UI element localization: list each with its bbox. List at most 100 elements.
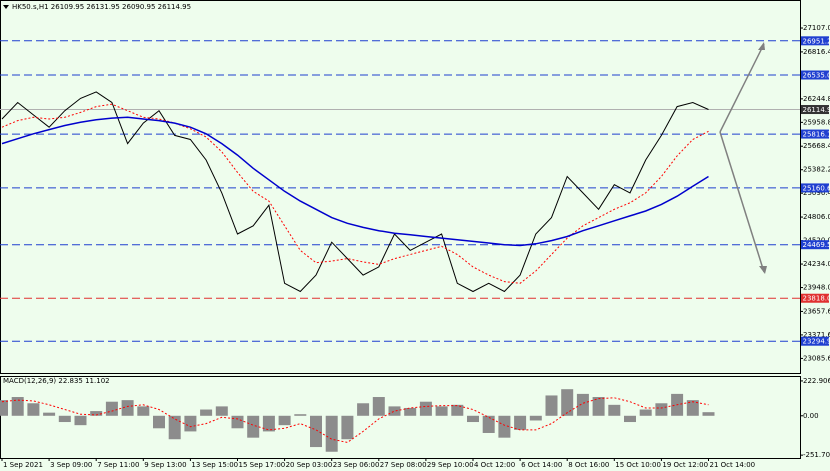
level-tag <box>801 240 829 250</box>
x-tick-label: 15 Oct 10:00 <box>615 461 661 469</box>
macd-bar <box>624 415 636 423</box>
macd-bar <box>341 415 354 440</box>
macd-bar <box>655 403 668 416</box>
level-tag <box>801 105 829 115</box>
macd-bar <box>310 415 322 448</box>
level-tag-label: 24469.58 <box>803 241 830 249</box>
macd-bar <box>467 415 479 423</box>
x-tick-label: 29 Sep 10:00 <box>427 461 474 469</box>
y-tick-label: 25958.80 <box>803 118 830 126</box>
macd-bar <box>200 409 213 416</box>
macd-bar <box>43 412 56 416</box>
level-tag <box>801 129 829 139</box>
macd-bar <box>262 415 275 432</box>
macd-bar <box>58 415 71 423</box>
x-tick-label: 9 Sep 13:00 <box>144 461 186 469</box>
x-tick-label: 7 Sep 11:00 <box>97 461 139 469</box>
macd-bar <box>498 415 511 438</box>
macd-bar <box>153 415 165 429</box>
macd-bar <box>74 415 87 426</box>
macd-bar <box>121 400 134 416</box>
macd-bar <box>639 409 652 416</box>
macd-bar <box>419 401 432 416</box>
y-tick-label: 25096.40 <box>803 189 830 197</box>
macd-header: MACD(12,26,9) 22.835 11.102 <box>3 377 110 385</box>
level-tag-label: 26951.26 <box>803 37 830 45</box>
macd-bar <box>404 407 417 416</box>
arrow-down-head <box>759 266 767 274</box>
x-tick-label: 19 Oct 12:00 <box>662 461 708 469</box>
y-tick-label: 27107.00 <box>803 24 830 32</box>
x-tick-label: 6 Oct 14:00 <box>521 461 562 469</box>
macd-tick-label: 0.00 <box>803 412 819 420</box>
level-tag-label: 23294.97 <box>803 338 830 346</box>
level-tag-label: 23818.00 <box>803 295 830 303</box>
macd-bar <box>435 406 448 416</box>
macd-bar <box>702 412 715 416</box>
macd-bar <box>561 389 574 416</box>
y-tick-label: 24234.00 <box>803 260 830 268</box>
menu-arrow[interactable] <box>3 5 9 9</box>
y-tick-label: 23371.60 <box>803 331 830 339</box>
macd-tick-label: 222.906 <box>803 377 830 385</box>
macd-bar <box>231 415 244 429</box>
macd-bar <box>545 395 558 416</box>
macd-bar <box>592 397 605 416</box>
macd-bar <box>184 415 197 432</box>
macd-bar <box>514 415 527 430</box>
level-tag-label: 26535.00 <box>803 72 830 80</box>
price-line <box>1 91 709 293</box>
level-tag-label: 25816.19 <box>803 131 830 139</box>
macd-bar <box>278 415 291 426</box>
y-tick-label: 25382.20 <box>803 166 830 174</box>
macd-bar <box>388 406 401 416</box>
x-tick-label: 1 Sep 2021 <box>3 461 43 469</box>
level-tag <box>801 336 829 346</box>
y-tick-label: 23948.00 <box>803 284 830 292</box>
macd-signal <box>1 397 709 443</box>
macd-bar <box>27 403 40 416</box>
macd-panel <box>0 376 801 459</box>
arrow-up <box>719 43 765 133</box>
macd-bar <box>90 411 103 416</box>
macd-bar <box>325 415 338 452</box>
x-tick-label: 4 Oct 12:00 <box>474 461 515 469</box>
x-tick-label: 21 Oct 14:00 <box>710 461 756 469</box>
arrow-up-head <box>758 42 765 50</box>
macd-bar <box>247 415 260 438</box>
y-tick-label: 23085.60 <box>803 354 830 362</box>
y-tick-label: 26244.80 <box>803 95 830 103</box>
y-tick-label: 25668.40 <box>803 142 830 150</box>
x-tick-label: 8 Oct 16:00 <box>568 461 609 469</box>
level-tag <box>801 70 829 80</box>
y-tick-label: 26816.40 <box>803 48 830 56</box>
x-tick-label: 20 Sep 03:00 <box>286 461 333 469</box>
level-tag <box>801 293 829 303</box>
macd-bar <box>357 403 370 416</box>
y-tick-label: 24806.00 <box>803 213 830 221</box>
macd-bar <box>0 400 8 416</box>
arrow-down <box>719 131 765 273</box>
level-tag <box>801 36 829 46</box>
x-tick-label: 3 Sep 09:00 <box>50 461 92 469</box>
macd-bar <box>686 400 699 416</box>
chart-layer: 27107.00 26816.40 26244.80 25958.80 25668.40… <box>0 24 830 469</box>
macd-bar <box>608 404 621 416</box>
level-tag <box>801 183 829 193</box>
x-tick-label: 27 Sep 08:00 <box>380 461 427 469</box>
macd-bar <box>294 414 307 416</box>
macd-bar <box>11 397 24 416</box>
x-tick-label: 23 Sep 06:00 <box>333 461 380 469</box>
macd-bar <box>576 393 589 416</box>
macd-bar <box>137 406 150 416</box>
macd-bar <box>451 404 464 416</box>
level-tag-label: 26114.95 <box>803 106 830 114</box>
macd-bar <box>529 415 542 421</box>
price-panel <box>0 0 801 374</box>
x-tick-label: 13 Sep 15:00 <box>191 461 238 469</box>
x-tick-label: 15 Sep 17:00 <box>239 461 286 469</box>
macd-tick-label: -251.706 <box>803 451 830 459</box>
level-tag-label: 25160.63 <box>803 184 830 192</box>
price-line <box>1 116 709 247</box>
